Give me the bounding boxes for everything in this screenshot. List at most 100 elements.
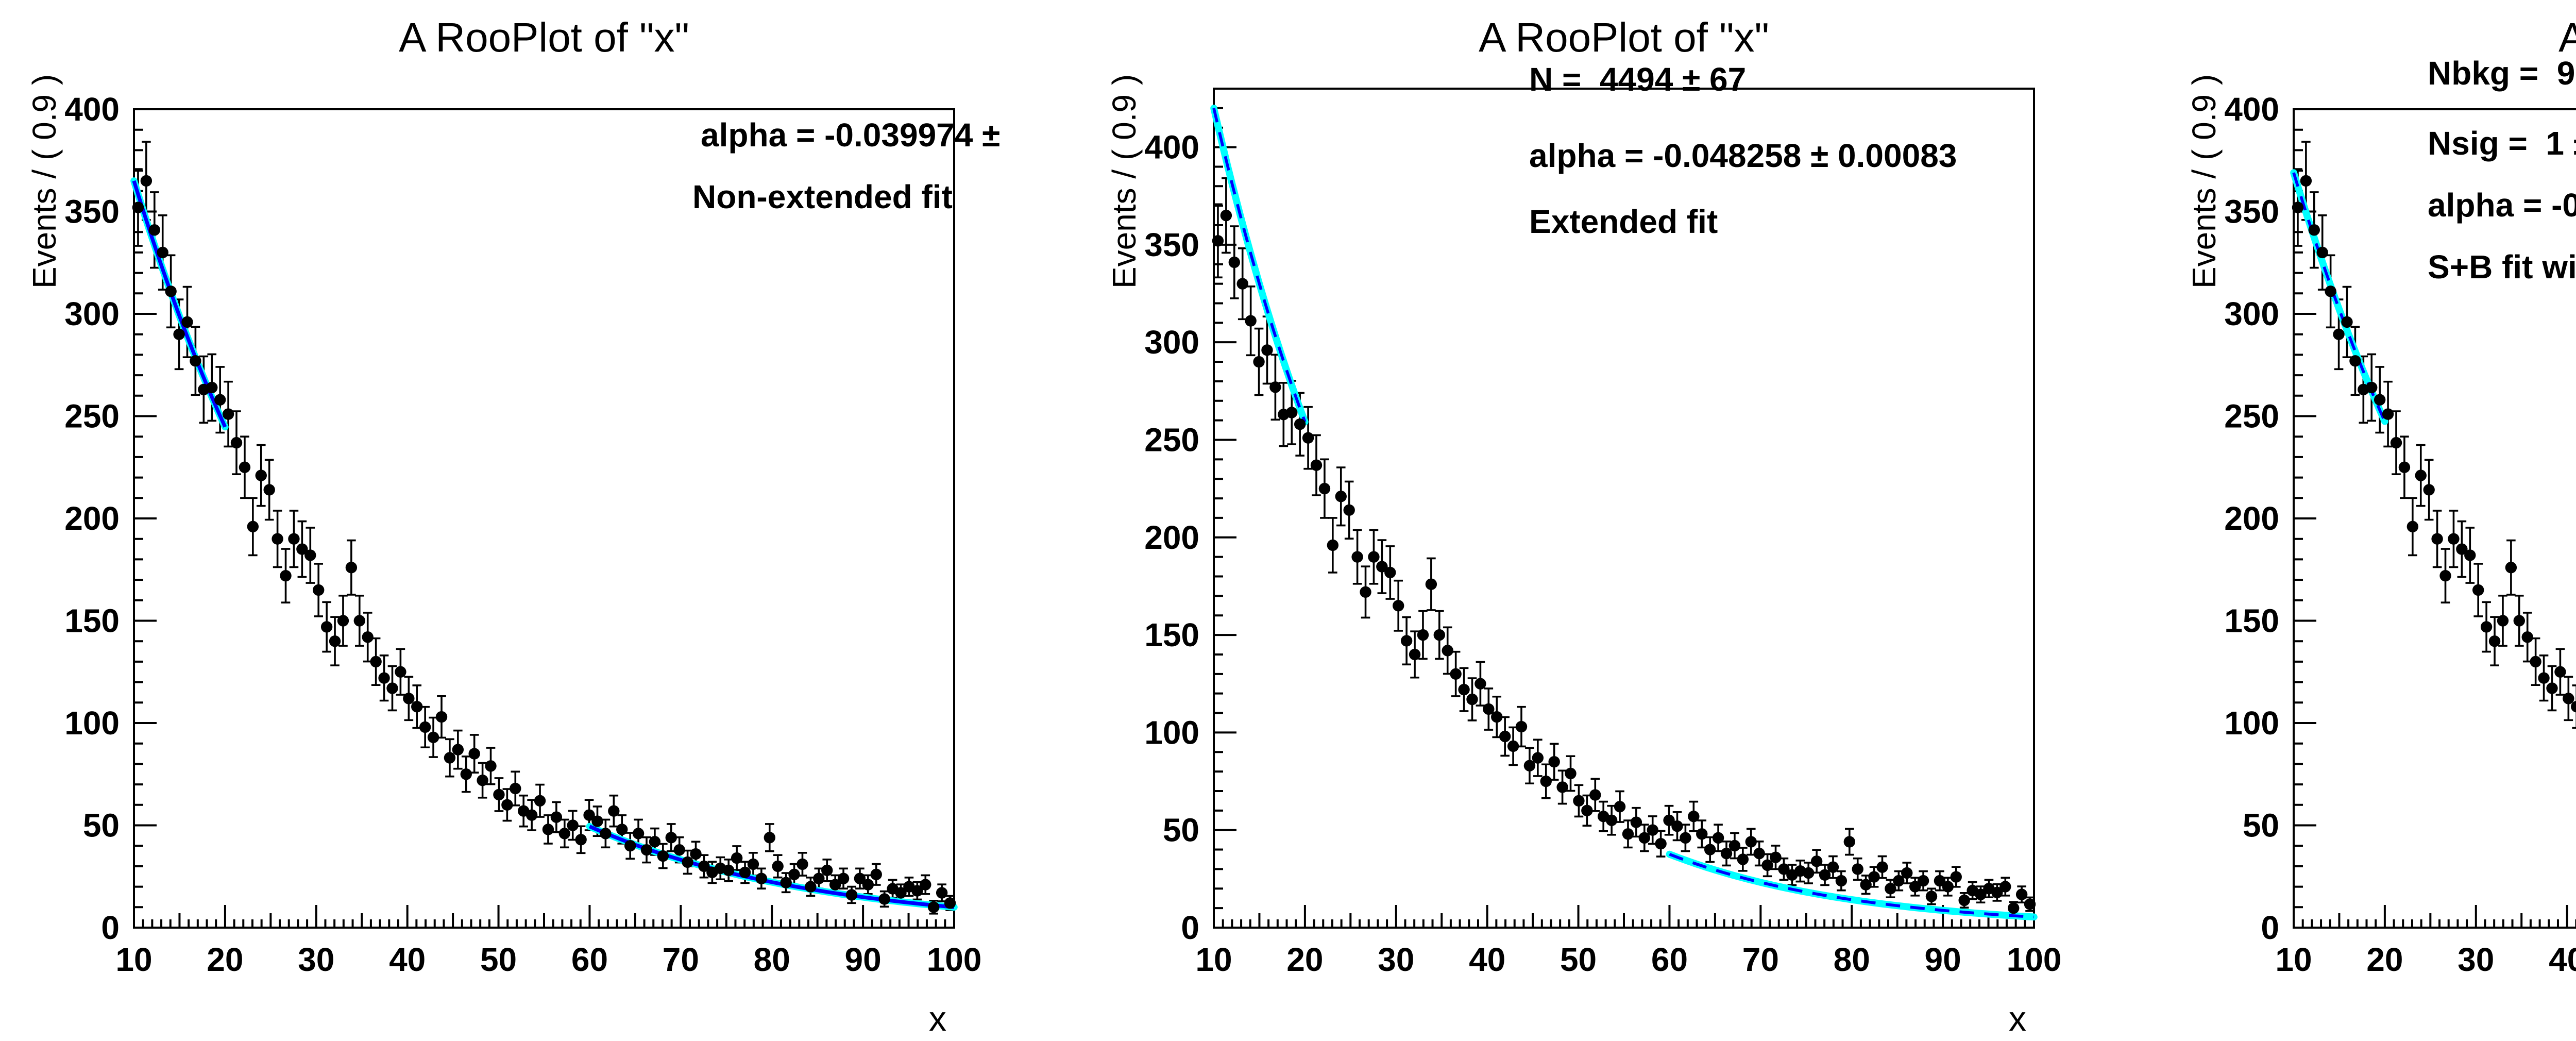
data-point bbox=[2456, 543, 2468, 555]
data-point bbox=[608, 805, 620, 817]
data-point bbox=[550, 811, 563, 823]
data-point bbox=[477, 774, 488, 786]
data-point bbox=[1425, 578, 1437, 590]
data-point bbox=[878, 893, 890, 905]
data-point bbox=[1778, 863, 1790, 875]
data-point bbox=[1950, 871, 1962, 883]
x-tick-label: 40 bbox=[1469, 941, 1505, 978]
data-point bbox=[255, 469, 267, 481]
data-point bbox=[444, 752, 456, 764]
data-point bbox=[1647, 824, 1658, 836]
data-point bbox=[534, 795, 546, 807]
x-tick-label: 80 bbox=[754, 941, 790, 978]
y-tick-label: 200 bbox=[2224, 500, 2279, 537]
data-point bbox=[2415, 469, 2427, 481]
y-tick-label: 150 bbox=[1144, 616, 1199, 653]
x-tick-label: 30 bbox=[2458, 941, 2494, 978]
y-tick-label: 350 bbox=[2224, 193, 2279, 230]
data-point bbox=[862, 879, 874, 891]
y-tick-label: 400 bbox=[64, 91, 120, 128]
data-point bbox=[1827, 861, 1839, 873]
data-point bbox=[2024, 898, 2036, 910]
data-point bbox=[1688, 810, 1700, 822]
data-point bbox=[2366, 381, 2378, 394]
data-point bbox=[944, 897, 956, 909]
data-point bbox=[567, 819, 579, 831]
x-tick-label: 100 bbox=[2007, 941, 2062, 978]
data-point bbox=[665, 832, 677, 844]
data-point bbox=[419, 721, 431, 733]
data-point bbox=[1712, 832, 1724, 844]
data-point bbox=[1893, 875, 1905, 887]
fit-type-label: S+B fit with RooAddPdf bbox=[2428, 251, 2576, 287]
data-point bbox=[1835, 875, 1848, 887]
data-point bbox=[632, 828, 645, 839]
data-point bbox=[1368, 551, 1380, 563]
data-point bbox=[1236, 278, 1248, 290]
data-point bbox=[1269, 381, 1281, 393]
data-point bbox=[1720, 847, 1733, 860]
data-point bbox=[2530, 656, 2541, 668]
y-tick-label: 50 bbox=[1163, 812, 1199, 849]
data-point bbox=[1253, 356, 1265, 368]
data-point bbox=[1384, 566, 1396, 579]
data-point bbox=[1663, 814, 1675, 826]
data-point bbox=[313, 584, 325, 596]
data-point bbox=[1515, 720, 1528, 733]
data-point bbox=[780, 877, 792, 888]
data-point bbox=[427, 731, 439, 743]
param-text-nbkg: Nbkg = 9990 ± 150 bbox=[2428, 58, 2576, 93]
data-point bbox=[280, 569, 292, 582]
data-point bbox=[2308, 224, 2320, 236]
data-point bbox=[239, 461, 251, 473]
data-point bbox=[1212, 235, 1224, 247]
data-point bbox=[1245, 315, 1257, 327]
plot-frame-3: 1020304050607080901000501001502002503003… bbox=[2224, 91, 2576, 978]
data-point bbox=[870, 868, 882, 880]
data-point bbox=[813, 872, 825, 884]
data-point bbox=[501, 799, 513, 811]
data-point bbox=[723, 864, 735, 877]
data-point bbox=[583, 809, 595, 821]
data-point bbox=[591, 815, 603, 827]
data-point bbox=[1261, 344, 1273, 356]
plot-title: A RooPlot of "x" bbox=[399, 16, 689, 62]
data-point bbox=[353, 615, 365, 627]
y-tick-label: 300 bbox=[64, 295, 120, 332]
data-point bbox=[1917, 875, 1929, 887]
data-point bbox=[1696, 828, 1708, 840]
data-point bbox=[1876, 861, 1888, 873]
data-point bbox=[1638, 832, 1650, 844]
x-tick-label: 70 bbox=[1742, 941, 1779, 978]
y-tick-label: 200 bbox=[1144, 519, 1199, 556]
data-point bbox=[837, 872, 850, 884]
data-point bbox=[1630, 816, 1642, 828]
data-point bbox=[460, 768, 472, 780]
data-point bbox=[288, 533, 300, 545]
data-point bbox=[148, 224, 160, 236]
x-tick-label: 90 bbox=[1925, 941, 1961, 978]
x-tick-label: 20 bbox=[1286, 941, 1323, 978]
data-point bbox=[1286, 407, 1298, 418]
data-point bbox=[1565, 767, 1577, 780]
data-point bbox=[1393, 600, 1404, 612]
data-point bbox=[2325, 286, 2336, 297]
y-tick-label: 150 bbox=[2224, 602, 2279, 640]
x-tick-label: 30 bbox=[1378, 941, 1414, 978]
data-point bbox=[378, 672, 390, 684]
y-tick-label: 200 bbox=[64, 500, 120, 537]
data-point bbox=[173, 328, 185, 340]
data-point bbox=[1581, 804, 1593, 817]
param-text-nsig: Nsig = 1 ± 1981 bbox=[2428, 128, 2576, 163]
data-point bbox=[1975, 888, 1987, 900]
data-point bbox=[796, 858, 808, 870]
plot-frame-2: 10 20 30 40 50 60 70 80 90 100 0 50 100 150 200 250 300 3… bbox=[1144, 88, 2062, 978]
x-tick-label: 10 bbox=[1195, 941, 1232, 978]
data-point bbox=[165, 286, 177, 297]
data-point bbox=[2513, 615, 2525, 627]
data-point bbox=[1417, 629, 1429, 641]
data-point bbox=[1220, 209, 1232, 222]
plot-frame bbox=[1213, 88, 2035, 929]
y-tick-label: 0 bbox=[1181, 909, 1199, 946]
